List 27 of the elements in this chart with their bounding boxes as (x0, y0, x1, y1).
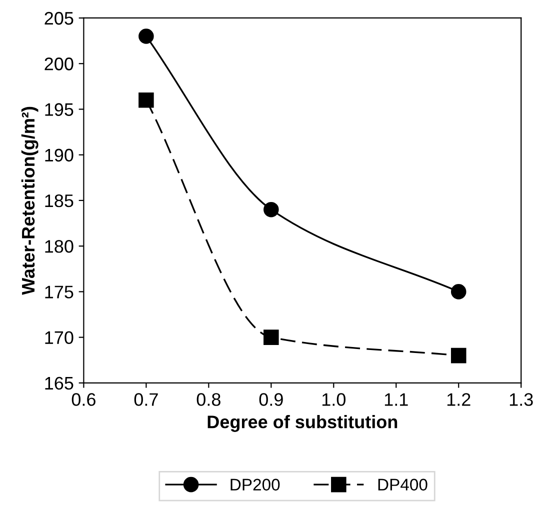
y-tick-label: 185 (45, 194, 74, 208)
x-tick-label: 0.6 (72, 393, 96, 406)
point (450, 348, 466, 364)
y-axis-title: Water-Retention(g/m²) (21, 106, 38, 295)
y-tick-label: 180 (45, 240, 74, 253)
x-tick-label: 1.2 (447, 393, 470, 406)
y-tick-label: 175 (45, 286, 74, 298)
y-tick-label: 195 (45, 103, 74, 116)
y-tick-label: 165 (45, 376, 74, 390)
x-tick-label: 0.7 (134, 393, 158, 406)
y-tick-label: 170 (45, 331, 74, 344)
point (138, 28, 154, 44)
x-axis-title: Degree of substitution (208, 415, 398, 432)
x-tick-label: 0.8 (196, 393, 220, 406)
y-tick-label: 190 (45, 148, 74, 162)
x-tick-label: 1.0 (322, 393, 346, 406)
y-tick-label: 205 (44, 12, 74, 25)
point (264, 202, 279, 218)
x-tick-label: 1.3 (510, 393, 533, 406)
point (450, 284, 466, 300)
point (264, 330, 279, 345)
y-tick-label: 200 (44, 58, 74, 70)
x-tick-label: 1.1 (384, 393, 408, 406)
point (138, 92, 154, 108)
legend-label: DP400 (378, 478, 428, 491)
x-tick-label: 0.9 (259, 393, 283, 406)
legend-label: DP200 (230, 478, 280, 491)
